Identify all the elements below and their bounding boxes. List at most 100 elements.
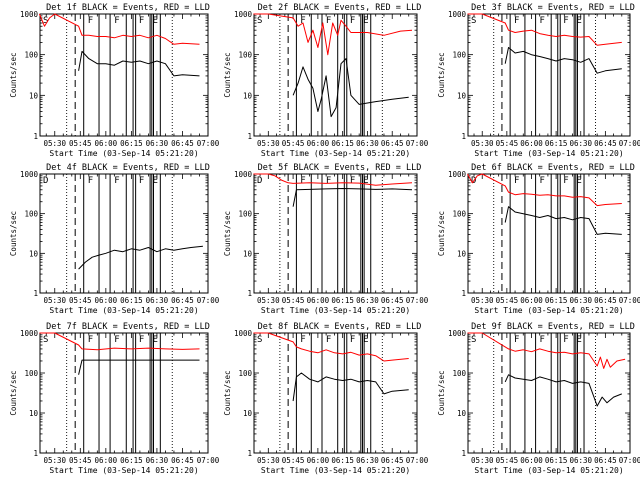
corner-label: D [43, 176, 48, 186]
lld-series-line [467, 13, 622, 46]
events-series-line [292, 58, 409, 118]
panel-det-7: Det 7f BLACK = Events, RED = LLD 1 10 100 10… [9, 322, 220, 475]
segment-label: E [576, 176, 581, 186]
segment-label: F [139, 176, 144, 186]
segment-label: E [363, 16, 368, 26]
y-tick-label: 1 [33, 289, 38, 298]
corner-label: S [43, 16, 48, 26]
segment-label: F [563, 176, 568, 186]
segment-label: E [576, 335, 581, 345]
y-tick-label: 1 [461, 449, 466, 458]
x-tick-label: 07:00 [619, 139, 640, 148]
panel-title: Det 5f BLACK = Events, RED = LLD [258, 163, 422, 173]
panel-det-9: Det 9f BLACK = Events, RED = LLD 1 10 100 10… [437, 322, 640, 475]
x-tick-label: 07:00 [406, 139, 429, 148]
x-tick-label: 06:45 [594, 296, 617, 305]
segment-label: F [88, 176, 93, 186]
panel-title: Det 6f BLACK = Events, RED = LLD [471, 163, 635, 173]
y-axis-title: Counts/sec [223, 370, 232, 415]
x-tick-label: 06:00 [307, 456, 330, 465]
events-series-line [504, 47, 622, 74]
x-tick-label: 06:00 [520, 296, 543, 305]
y-tick-label: 10 [29, 249, 39, 258]
y-tick-label: 1 [247, 132, 252, 141]
segment-label: E [153, 335, 158, 345]
x-tick-label: 05:30 [257, 296, 280, 305]
y-tick-label: 100 [452, 369, 466, 378]
x-axis-title: Start Time (03-Sep-14 05:21:20) [474, 306, 623, 315]
x-tick-label: 07:00 [619, 296, 640, 305]
y-tick-label: 1000 [20, 10, 39, 19]
panel-title: Det 4f BLACK = Events, RED = LLD [46, 163, 210, 173]
segment-label: F [300, 176, 305, 186]
panel-title: Det 9f BLACK = Events, RED = LLD [471, 322, 635, 332]
x-tick-label: 05:30 [471, 456, 494, 465]
plot-frame [467, 13, 631, 137]
x-tick-label: 06:45 [594, 456, 617, 465]
x-tick-label: 05:30 [257, 139, 280, 148]
x-tick-label: 07:00 [197, 456, 220, 465]
segment-label: F [139, 16, 144, 26]
y-tick-label: 10 [29, 409, 39, 418]
x-axis-title: Start Time (03-Sep-14 05:21:20) [261, 306, 410, 315]
y-tick-label: 1 [247, 289, 252, 298]
segment-label: F [88, 335, 93, 345]
x-tick-label: 06:15 [331, 456, 354, 465]
y-tick-label: 10 [29, 91, 39, 100]
panel-det-4: Det 4f BLACK = Events, RED = LLD 1 10 100 10… [9, 163, 220, 315]
y-tick-label: 1 [247, 449, 252, 458]
segment-label: F [514, 16, 519, 26]
plot-frame [253, 332, 418, 454]
segment-label: F [114, 335, 119, 345]
x-axis-title: Start Time (03-Sep-14 05:21:20) [261, 466, 410, 475]
panel-det-3: Det 3f BLACK = Events, RED = LLD 1 10 100 10… [437, 3, 640, 158]
plot-frame [467, 173, 631, 294]
y-tick-label: 100 [452, 210, 466, 219]
x-tick-label: 05:45 [69, 296, 92, 305]
x-axis-title: Start Time (03-Sep-14 05:21:20) [474, 149, 623, 158]
lld-series-line [467, 332, 626, 369]
x-tick-label: 05:45 [496, 456, 519, 465]
panel-det-8: Det 8f BLACK = Events, RED = LLD 1 10 100 10… [223, 322, 429, 475]
x-tick-label: 06:15 [545, 456, 568, 465]
x-tick-label: 07:00 [406, 456, 429, 465]
segment-label: F [300, 335, 305, 345]
segment-label: F [539, 16, 544, 26]
lld-series-line [253, 13, 413, 56]
segment-label: E [363, 176, 368, 186]
x-tick-label: 06:45 [594, 139, 617, 148]
x-tick-label: 06:45 [171, 139, 194, 148]
y-tick-label: 10 [243, 409, 253, 418]
y-tick-label: 1000 [234, 170, 253, 179]
y-tick-label: 1 [33, 449, 38, 458]
panel-det-6: Det 6f BLACK = Events, RED = LLD 1 10 100 10… [437, 163, 640, 315]
segment-label: F [350, 176, 355, 186]
x-tick-label: 06:15 [120, 139, 143, 148]
x-tick-label: 07:00 [197, 139, 220, 148]
lld-series-line [253, 173, 413, 186]
x-axis-title: Start Time (03-Sep-14 05:21:20) [474, 466, 623, 475]
y-axis-title: Counts/sec [9, 52, 18, 97]
corner-label: S [257, 16, 262, 26]
x-tick-label: 05:45 [282, 139, 305, 148]
corner-label: S [43, 335, 48, 345]
x-tick-label: 05:45 [282, 296, 305, 305]
panel-title: Det 7f BLACK = Events, RED = LLD [46, 322, 210, 332]
segment-label: E [153, 176, 158, 186]
y-tick-label: 1000 [448, 329, 467, 338]
y-tick-label: 10 [457, 249, 467, 258]
x-tick-label: 07:00 [619, 456, 640, 465]
plot-frame [39, 332, 209, 454]
lld-series-line [467, 173, 622, 207]
y-tick-label: 100 [24, 51, 38, 60]
y-axis-title: Counts/sec [223, 52, 232, 97]
x-tick-label: 06:30 [356, 456, 379, 465]
segment-label: F [326, 16, 331, 26]
corner-label: S [471, 335, 476, 345]
y-tick-label: 1000 [20, 170, 39, 179]
x-tick-label: 06:45 [381, 296, 404, 305]
segment-label: F [326, 335, 331, 345]
events-series-line [504, 374, 622, 407]
x-tick-label: 05:30 [471, 296, 494, 305]
x-tick-label: 05:45 [282, 456, 305, 465]
